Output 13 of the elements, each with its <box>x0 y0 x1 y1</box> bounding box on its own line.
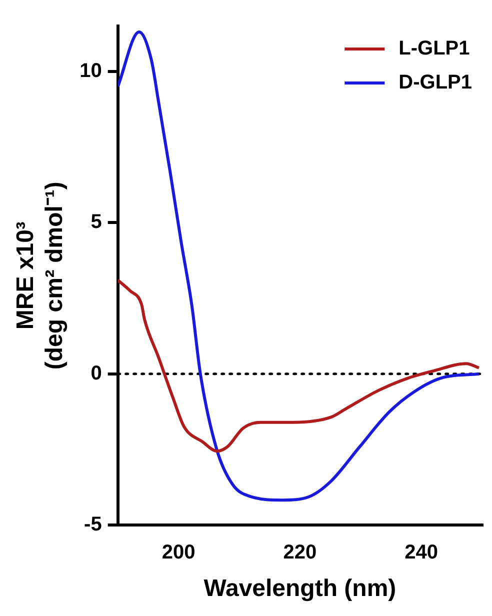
x-tick-label: 200 <box>162 542 196 564</box>
legend-label: D-GLP1 <box>398 72 472 94</box>
x-tick-label: 220 <box>283 542 317 564</box>
legend-label: L-GLP1 <box>398 38 470 60</box>
x-tick-label: 240 <box>404 542 438 564</box>
y-axis-title: MRE x10³ (deg cm² dmol⁻¹) <box>12 182 68 370</box>
y-tick-label: 10 <box>80 60 102 82</box>
line-series <box>118 30 480 502</box>
y-tick-label: 0 <box>90 362 102 384</box>
y-tick-label: 5 <box>90 211 102 234</box>
y-tick-label: -5 <box>84 514 102 536</box>
x-axis-title: Wavelength (nm) <box>204 575 396 602</box>
line-series <box>118 278 480 453</box>
